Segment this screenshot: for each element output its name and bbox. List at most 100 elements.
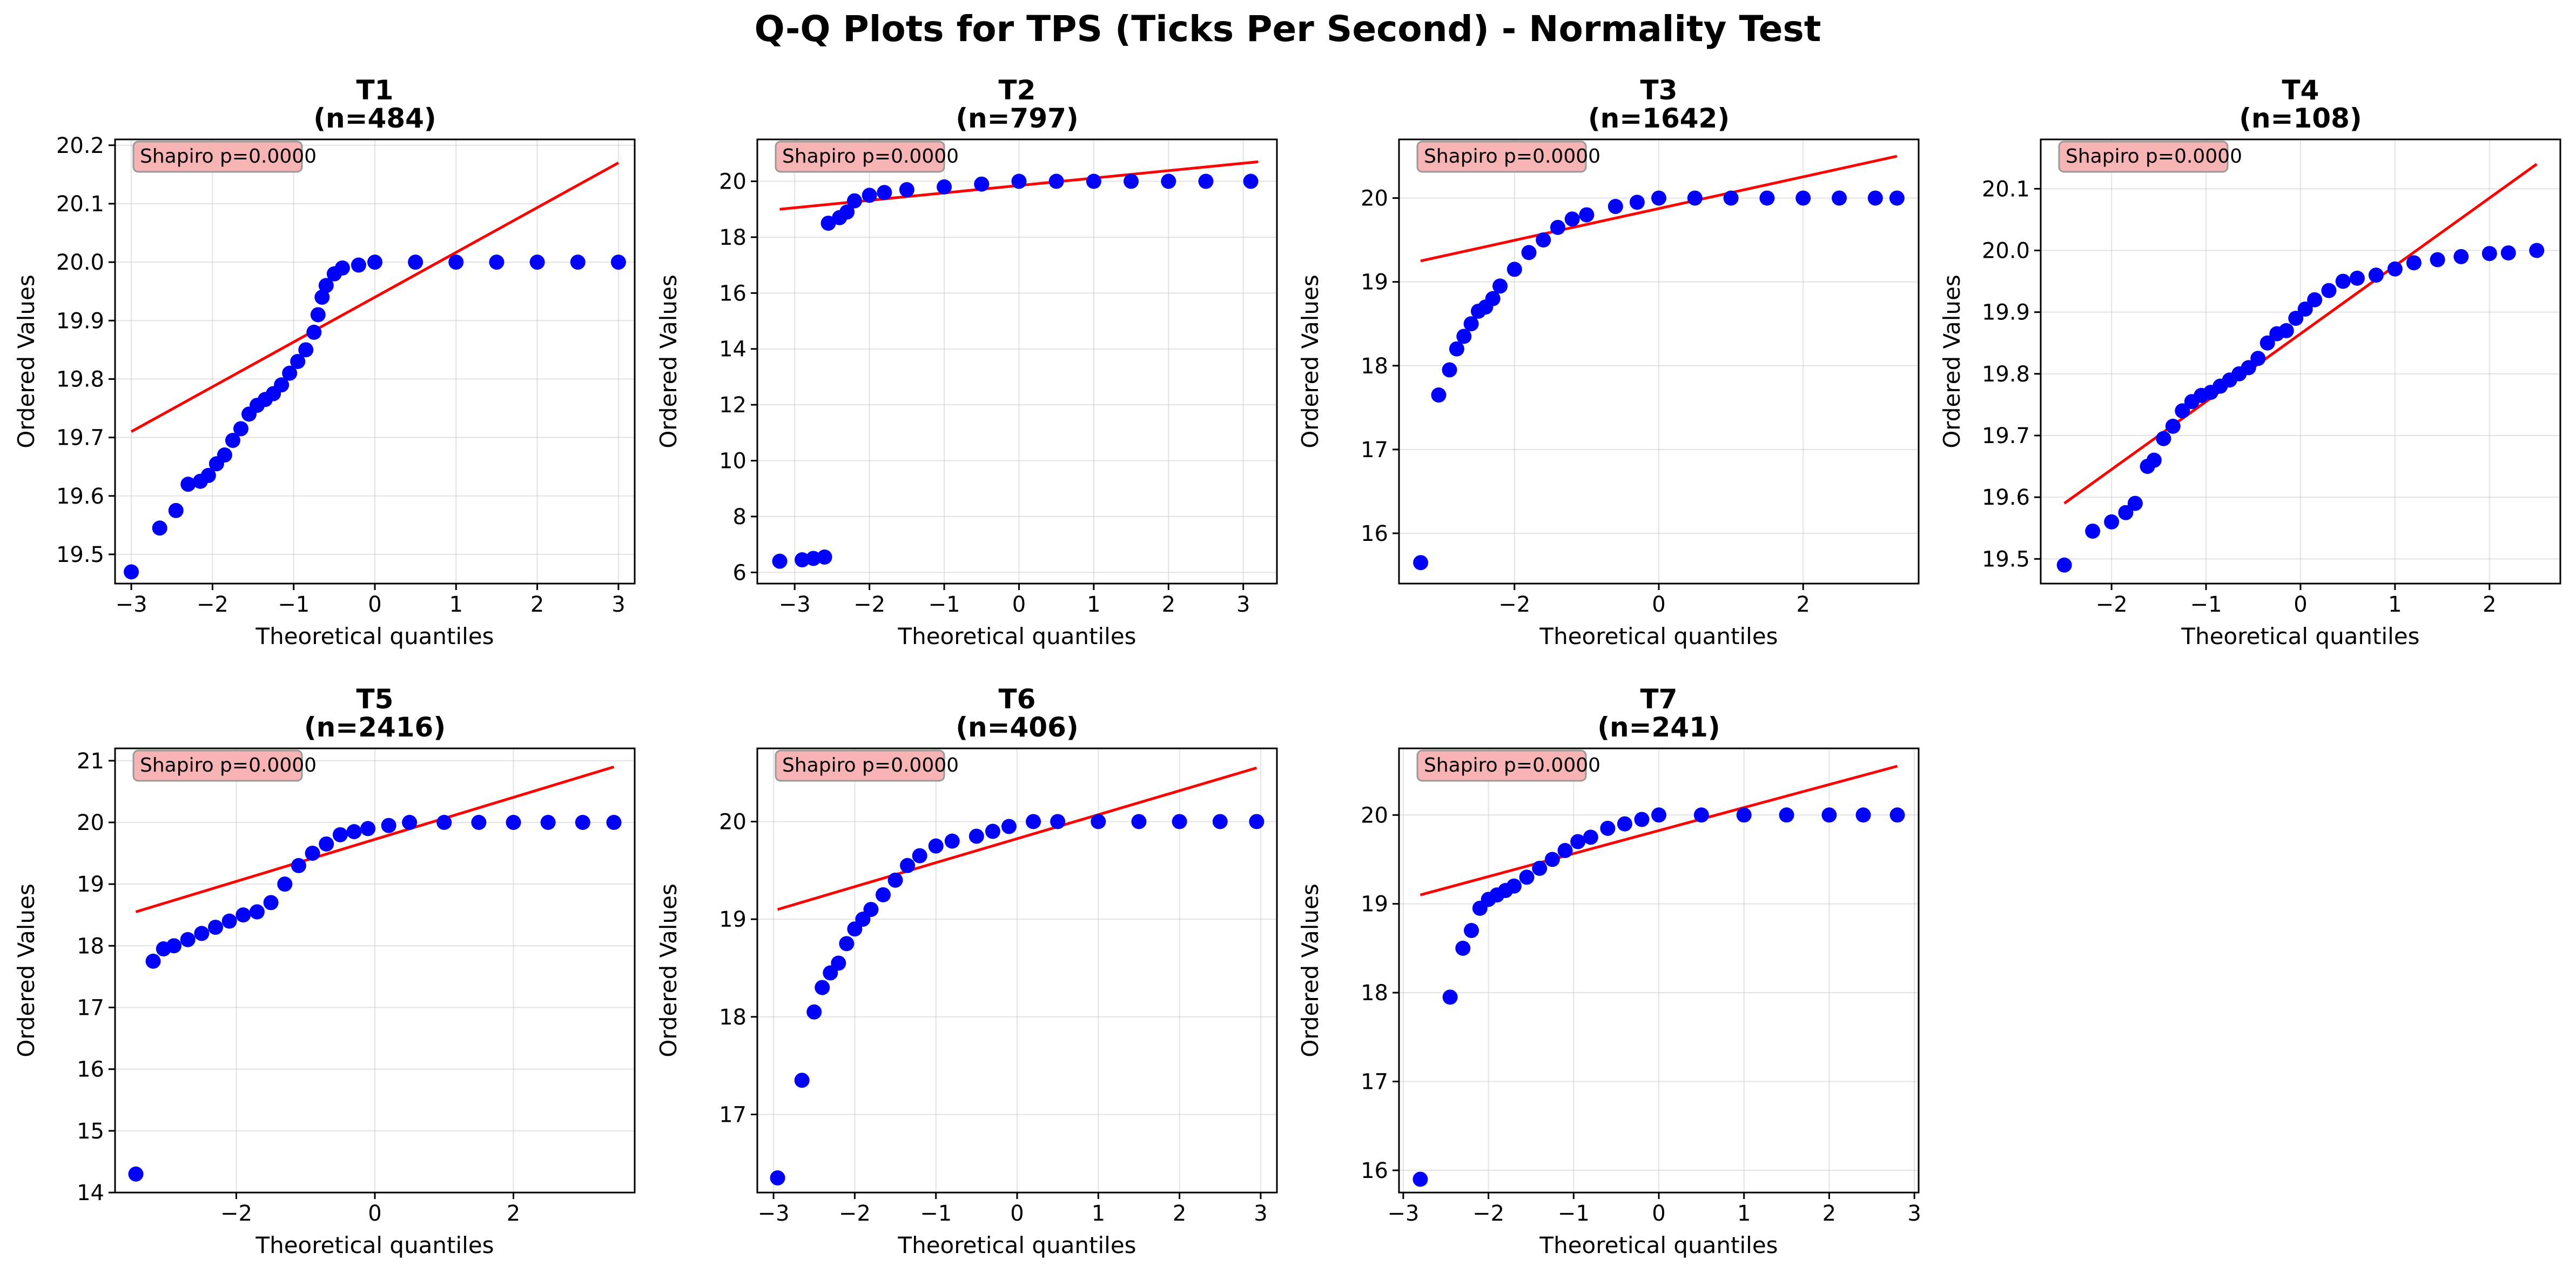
qq-panel-t5: −2 0 2 14 15 16 17 18 19 20 21 T5(n=2416) Theoretica… xyxy=(13,684,636,1258)
data-point xyxy=(1521,245,1537,260)
data-point xyxy=(820,216,836,231)
subplot-title: T6 xyxy=(999,684,1036,715)
plot-area xyxy=(115,139,635,584)
shapiro-annotation: Shapiro p=0.0000 xyxy=(132,749,317,782)
data-point xyxy=(1048,173,1064,189)
data-point xyxy=(1723,190,1739,206)
data-point xyxy=(877,185,892,200)
data-point xyxy=(1455,940,1471,956)
subplot-sample-size: (n=484) xyxy=(313,103,436,134)
subplot-title: T2 xyxy=(999,75,1036,106)
data-point xyxy=(2104,514,2120,530)
data-point xyxy=(152,520,167,536)
data-point xyxy=(2250,351,2266,366)
reference-line xyxy=(1420,155,1898,263)
y-tick-label: 18 xyxy=(1361,981,1388,1006)
data-point xyxy=(1693,807,1709,823)
x-tick-label: 0 xyxy=(1652,1201,1665,1226)
x-tick-label: 0 xyxy=(2293,592,2307,617)
data-point xyxy=(1442,989,1458,1005)
reference-line xyxy=(130,162,620,433)
data-point xyxy=(310,307,326,323)
reference-line xyxy=(777,766,1257,911)
y-tick-label: 18 xyxy=(719,225,746,250)
data-point xyxy=(1506,262,1522,277)
data-point xyxy=(2297,301,2313,317)
annotation-text: Shapiro p=0.0000 xyxy=(782,754,959,776)
plot-data xyxy=(2056,163,2545,573)
data-point xyxy=(1608,199,1623,215)
data-point xyxy=(207,920,223,935)
data-point xyxy=(900,858,916,873)
x-tick-label: 3 xyxy=(1254,1201,1267,1226)
data-point xyxy=(1449,341,1464,357)
data-point xyxy=(2156,431,2171,446)
data-point xyxy=(402,815,418,830)
y-tick-label: 20.0 xyxy=(1982,239,2030,264)
data-point xyxy=(145,953,161,969)
data-point xyxy=(839,936,855,952)
data-point xyxy=(1583,829,1598,845)
data-point xyxy=(1492,278,1508,294)
data-point xyxy=(805,551,821,566)
data-point xyxy=(2500,245,2516,261)
shapiro-annotation: Shapiro p=0.0000 xyxy=(1416,140,1600,173)
data-point xyxy=(277,876,293,892)
data-point xyxy=(166,938,182,954)
data-point xyxy=(2241,360,2256,376)
x-tick-label: 1 xyxy=(1087,592,1100,617)
x-tick-label: 0 xyxy=(368,1201,381,1226)
data-point xyxy=(1536,232,1551,248)
data-point xyxy=(1634,812,1650,827)
y-tick-label: 8 xyxy=(733,505,746,530)
y-tick-label: 20 xyxy=(719,170,746,195)
y-tick-label: 18 xyxy=(77,934,104,959)
data-point xyxy=(2453,249,2469,264)
data-point xyxy=(367,255,382,270)
data-point xyxy=(408,255,423,270)
data-point xyxy=(305,846,320,861)
x-tick-label: −2 xyxy=(1498,592,1530,617)
x-tick-label: −3 xyxy=(758,1201,790,1226)
x-tick-label: 1 xyxy=(1092,1201,1105,1226)
subplot-title: T3 xyxy=(1640,75,1678,106)
y-tick-label: 18 xyxy=(719,1005,746,1030)
x-tick-label: −2 xyxy=(220,1201,252,1226)
data-point xyxy=(2368,267,2384,283)
data-point xyxy=(448,255,464,270)
y-axis-label: Ordered Values xyxy=(655,883,682,1057)
data-point xyxy=(974,176,990,192)
data-point xyxy=(2278,323,2294,338)
y-tick-label: 17 xyxy=(77,996,104,1021)
y-tick-label: 17 xyxy=(1361,438,1388,463)
data-point xyxy=(1779,807,1794,823)
x-tick-label: 1 xyxy=(1737,1201,1751,1226)
data-point xyxy=(839,204,855,220)
data-point xyxy=(1001,819,1017,834)
data-point xyxy=(1821,807,1837,823)
shapiro-annotation: Shapiro p=0.0000 xyxy=(1416,749,1600,782)
data-point xyxy=(263,895,279,910)
qq-panel-t6: −3 −2 −1 0 1 2 3 17 18 19 20 T6(n=406) Theoretical q… xyxy=(655,684,1278,1258)
data-point xyxy=(815,980,830,995)
data-point xyxy=(2335,273,2351,289)
data-point xyxy=(1855,807,1871,823)
y-axis-label: Ordered Values xyxy=(1297,883,1323,1057)
data-point xyxy=(1249,814,1265,829)
data-point xyxy=(817,549,832,565)
y-tick-label: 14 xyxy=(77,1181,104,1206)
y-tick-label: 19.7 xyxy=(1982,424,2030,448)
data-point xyxy=(1687,190,1703,206)
x-tick-label: 3 xyxy=(611,592,625,617)
data-point xyxy=(2165,418,2181,434)
plot-data xyxy=(128,765,622,1182)
data-point xyxy=(2481,246,2497,262)
y-tick-label: 10 xyxy=(719,449,746,474)
annotation-text: Shapiro p=0.0000 xyxy=(1424,754,1600,776)
data-point xyxy=(1091,814,1106,829)
data-point xyxy=(1431,387,1447,403)
data-point xyxy=(306,324,322,340)
y-axis-label: Ordered Values xyxy=(655,274,682,448)
qq-panel-t7: −3 −2 −1 0 1 2 3 16 17 18 19 20 T7(n=241) Theoretical… xyxy=(1297,684,1921,1258)
x-tick-label: 2 xyxy=(1796,592,1810,617)
